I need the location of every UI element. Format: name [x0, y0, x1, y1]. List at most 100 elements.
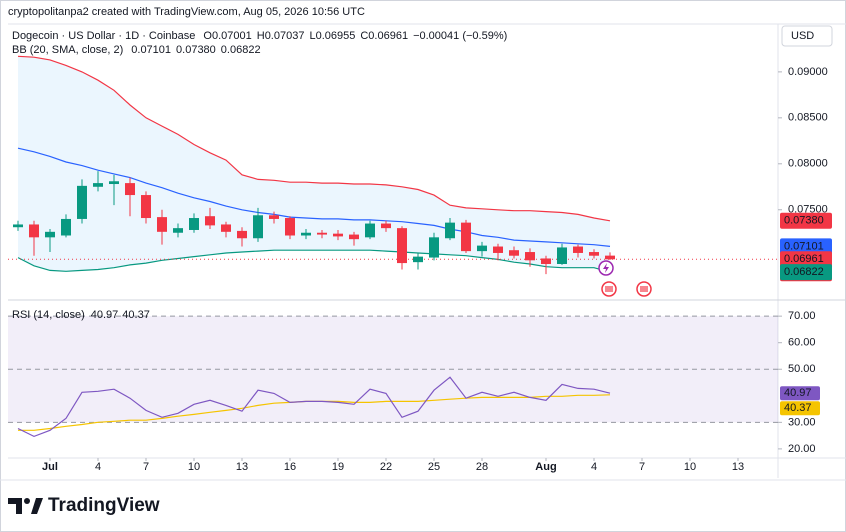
value-tag: [780, 386, 820, 401]
candle-body: [253, 215, 263, 239]
flag: [640, 286, 648, 292]
value-tag-label: 40.37: [784, 402, 812, 414]
flag: [605, 286, 613, 292]
candle-body: [349, 234, 359, 240]
candle-body: [333, 233, 343, 237]
candle-body: [61, 218, 71, 236]
x-tick-label: Aug: [535, 461, 556, 473]
value-tag-label: 40.97: [784, 387, 812, 399]
indicator-value: 0.07101: [131, 44, 171, 56]
rsi-pane: 70.00 60.00 50.00 30.00 20.00: [8, 310, 816, 455]
y-tick-label: 50.00: [788, 363, 816, 375]
x-tick-label: 10: [684, 461, 696, 473]
candle-body: [477, 245, 487, 252]
header-text: cryptopolitanpa2 created with TradingVie…: [8, 6, 365, 18]
x-tick-label: Jul: [42, 461, 58, 473]
indicator-value: 40.97: [91, 309, 119, 321]
candle-body: [157, 217, 167, 232]
x-tick-label: 25: [428, 461, 440, 473]
logo-shape: [31, 498, 43, 514]
candle-body: [125, 183, 135, 196]
price-pane: 0.09000 0.08500 0.08000 0.07500: [8, 55, 828, 275]
x-tick-label: 16: [284, 461, 296, 473]
candle-body: [29, 224, 39, 238]
candle-body: [557, 247, 567, 264]
x-tick-label: 22: [380, 461, 392, 473]
indicator-name: BB (20, SMA, close, 2): [12, 44, 123, 56]
event-icon-bolt: [603, 263, 609, 273]
indicator-value: 0.06822: [221, 44, 261, 56]
y-tick-label: 30.00: [788, 416, 816, 428]
price-tag-label: 0.06961: [784, 253, 824, 265]
y-tick-label: 0.07500: [788, 204, 828, 216]
candle-body: [365, 223, 375, 238]
candle-body: [205, 216, 215, 226]
y-tick-label: 0.08000: [788, 158, 828, 170]
legend-title: Dogecoin · US Dollar · 1D · Coinbase: [12, 30, 195, 42]
currency-button[interactable]: [781, 25, 833, 47]
candle-body: [301, 232, 311, 236]
candle-body: [13, 224, 23, 228]
indicator-value: 40.37: [122, 309, 150, 321]
price-tag-label: 0.07101: [784, 240, 824, 252]
candle-body: [573, 246, 583, 253]
price-tag: [780, 212, 832, 229]
x-tick-label: 10: [188, 461, 200, 473]
x-tick-label: 4: [95, 461, 101, 473]
band-line: [17, 249, 611, 273]
price-tag-label: 0.06822: [784, 266, 824, 278]
y-tick-label: 0.09000: [788, 66, 828, 78]
candle-body: [45, 231, 55, 238]
x-tick-label: 13: [236, 461, 248, 473]
candle-body: [397, 228, 407, 264]
candle-body: [429, 237, 439, 258]
candle-body: [509, 250, 519, 256]
candle-body: [493, 246, 503, 253]
indicator-value: 0.07380: [176, 44, 216, 56]
candle-body: [141, 195, 151, 219]
value-tag: [780, 401, 820, 416]
candle-body: [77, 185, 87, 219]
indicator-name: RSI (14, close): [12, 309, 85, 321]
price-tag: [780, 238, 832, 255]
tradingview-logo-mark: [8, 498, 43, 514]
x-tick-label: 7: [639, 461, 645, 473]
candle-body: [445, 222, 455, 239]
candle-body: [221, 224, 231, 232]
candle-body: [413, 256, 423, 263]
band-line: [17, 55, 611, 222]
candle-body: [605, 255, 615, 260]
candle-body: [269, 215, 279, 219]
candle-body: [541, 258, 551, 264]
candle-body: [173, 228, 183, 233]
x-tick-label: 28: [476, 461, 488, 473]
x-tick-label: 19: [332, 461, 344, 473]
y-tick-label: 0.08500: [788, 112, 828, 124]
x-tick-label: 7: [143, 461, 149, 473]
candle-body: [461, 222, 471, 252]
ohlc-value: −0.00041 (−0.59%): [413, 30, 507, 42]
candle-body: [589, 252, 599, 256]
candle-body: [189, 218, 199, 230]
candle-body: [237, 230, 247, 239]
candle-body: [317, 232, 327, 235]
candle-body: [93, 183, 103, 187]
footer-logo: TradingView: [48, 495, 160, 516]
rsi-line: [17, 376, 611, 438]
x-tick-label: 13: [732, 461, 744, 473]
logo-shape: [24, 498, 30, 504]
price-tag-label: 0.07380: [784, 215, 824, 227]
candle-body: [381, 223, 391, 229]
x-tick-label: 4: [591, 461, 597, 473]
candle-body: [109, 181, 119, 185]
candle-body: [525, 252, 535, 261]
logo-shape: [8, 498, 22, 514]
ohlc-value: C0.06961: [360, 30, 408, 42]
candle-body: [285, 218, 295, 236]
y-tick-label: 60.00: [788, 337, 816, 349]
rsi-band: [8, 316, 778, 423]
price-tag: [780, 264, 832, 281]
y-tick-label: 20.00: [788, 443, 816, 455]
